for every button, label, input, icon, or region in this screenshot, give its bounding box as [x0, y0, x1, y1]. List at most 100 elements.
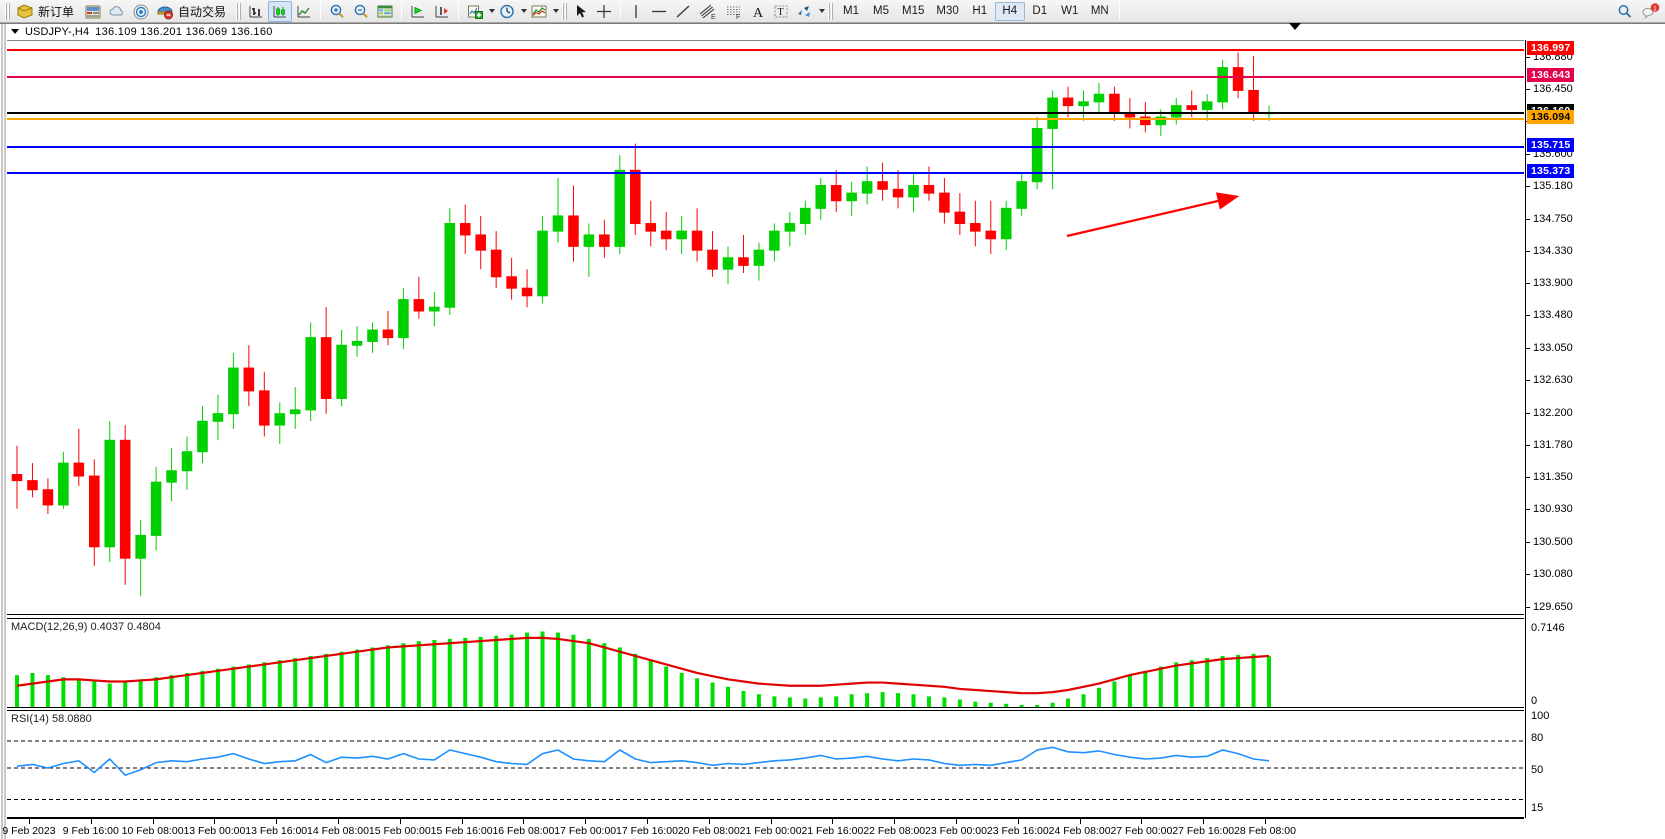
- time-tick: [585, 819, 587, 824]
- cursor-tool-button[interactable]: [570, 1, 592, 22]
- price-tick: 134.330: [1526, 245, 1573, 257]
- chart-ohlc-label: 136.109 136.201 136.069 136.160: [95, 25, 273, 38]
- shapes-arrows-tool-button[interactable]: [793, 1, 817, 22]
- time-tick: [523, 819, 525, 824]
- period-caret-icon[interactable]: [521, 9, 528, 13]
- chart-window: USDJPY-,H4 136.109 136.201 136.069 136.1…: [0, 23, 1665, 839]
- toolbar-grip-4[interactable]: [828, 2, 834, 20]
- time-tick: [770, 819, 772, 824]
- macd-scale-zero: 0: [1531, 695, 1538, 707]
- time-tick: [90, 819, 92, 824]
- time-label: 22 Feb 08:00: [863, 825, 926, 837]
- price-level-badge[interactable]: 136.997: [1527, 40, 1575, 55]
- chart-autoscroll-button[interactable]: [430, 1, 454, 22]
- rsi-series: [7, 740, 1524, 800]
- level-line-135-715[interactable]: [7, 146, 1524, 149]
- time-label: 17 Feb 00:00: [554, 825, 617, 837]
- chart-top-marker-icon: [1289, 23, 1301, 30]
- timeframe-mn[interactable]: MN: [1090, 5, 1109, 17]
- signals-radar-button[interactable]: [129, 1, 153, 22]
- trend-line-tool-button[interactable]: [671, 1, 695, 22]
- bar-chart-button[interactable]: [244, 1, 268, 22]
- level-line-136-160[interactable]: [7, 112, 1524, 115]
- toolbar-grip-3[interactable]: [562, 2, 568, 20]
- cloud-sync-button[interactable]: [105, 1, 129, 22]
- horizontal-line-tool-button[interactable]: [647, 1, 671, 22]
- level-line-136-997[interactable]: [7, 48, 1524, 51]
- timeframe-d1[interactable]: D1: [1032, 5, 1048, 17]
- new-order-button[interactable]: 新订单: [13, 1, 81, 22]
- level-line-136-094[interactable]: [7, 117, 1524, 120]
- rsi-tick: 100: [1531, 710, 1550, 722]
- toolbar-separator-4: [620, 2, 622, 20]
- price-tick: 133.900: [1526, 277, 1573, 289]
- search-icon[interactable]: [1613, 1, 1637, 22]
- toolbar-grip-2[interactable]: [236, 2, 242, 20]
- timeframe-h1[interactable]: H1: [972, 5, 988, 17]
- time-label: 15 Feb 00:00: [368, 825, 431, 837]
- price-level-badge[interactable]: 135.715: [1527, 138, 1575, 153]
- add-indicator-button[interactable]: [463, 1, 487, 22]
- market-watch-button[interactable]: [81, 1, 105, 22]
- price-tick: 129.650: [1526, 601, 1573, 613]
- price-level-badge[interactable]: 136.643: [1527, 67, 1575, 82]
- chart-shift-button[interactable]: [406, 1, 430, 22]
- timeframe-m15[interactable]: M15: [902, 5, 925, 17]
- timeframe-w1[interactable]: W1: [1061, 5, 1079, 17]
- notification-count: 1: [1653, 5, 1657, 12]
- time-tick: [1203, 819, 1205, 824]
- zoom-in-button[interactable]: [325, 1, 349, 22]
- time-label: 23 Feb 00:00: [925, 825, 987, 837]
- add-indicator-caret-icon[interactable]: [489, 9, 496, 13]
- level-line-135-373[interactable]: [7, 172, 1524, 175]
- time-tick: [276, 819, 278, 824]
- time-tick: [1079, 819, 1081, 824]
- chart-left-gutter: [0, 24, 7, 839]
- time-tick: [1141, 819, 1143, 824]
- price-tick: 134.750: [1526, 213, 1573, 225]
- toolbar-separator-1: [320, 2, 322, 20]
- chart-symbol-label: USDJPY-,H4: [25, 25, 90, 38]
- level-line-136-643[interactable]: [7, 75, 1524, 78]
- timeframe-m1[interactable]: M1: [843, 5, 860, 17]
- rsi-pane[interactable]: RSI(14) 58.0880: [7, 710, 1524, 818]
- templates-caret-icon[interactable]: [553, 9, 560, 13]
- timeframe-m30[interactable]: M30: [936, 5, 959, 17]
- templates-button[interactable]: [527, 1, 551, 22]
- time-label: 17 Feb 16:00: [616, 825, 678, 837]
- line-chart-button[interactable]: [292, 1, 316, 22]
- new-order-label: 新订单: [38, 4, 75, 19]
- rsi-tick: 15: [1531, 801, 1544, 814]
- data-window-button[interactable]: [373, 1, 397, 22]
- text-label-tool-button[interactable]: T: [769, 1, 793, 22]
- notifications-icon[interactable]: 1: [1637, 1, 1663, 22]
- time-label: 14 Feb 08:00: [307, 825, 369, 837]
- time-label: 15 Feb 16:00: [430, 825, 493, 837]
- shapes-caret-icon[interactable]: [819, 9, 826, 13]
- price-tick: 131.350: [1526, 471, 1573, 483]
- auto-trading-button[interactable]: 自动交易: [153, 1, 233, 22]
- toolbar-grip[interactable]: [5, 2, 10, 20]
- time-label: 28 Feb 08:00: [1234, 825, 1296, 837]
- chart-collapse-triangle-icon[interactable]: [11, 29, 19, 34]
- macd-pane[interactable]: MACD(12,26,9) 0.4037 0.4804: [7, 618, 1524, 708]
- time-axis[interactable]: 9 Feb 2023 9 Feb 16:00 10 Feb 08:00 13 Feb …: [2, 818, 1524, 839]
- time-tick: [708, 819, 710, 824]
- crosshair-tool-button[interactable]: [592, 1, 616, 22]
- time-tick: [894, 819, 896, 824]
- period-separator-button[interactable]: [495, 1, 519, 22]
- equidistant-channel-tool-button[interactable]: E: [695, 1, 721, 22]
- candlestick-chart-button[interactable]: [268, 0, 293, 22]
- price-level-badge[interactable]: 136.094: [1527, 109, 1575, 124]
- svg-text:T: T: [778, 7, 784, 18]
- price-axis[interactable]: 136.880136.450136.030135.600135.180134.7…: [1525, 40, 1665, 818]
- text-tool-button[interactable]: A: [747, 1, 769, 22]
- price-level-badge[interactable]: 135.373: [1527, 164, 1575, 179]
- timeframe-m5[interactable]: M5: [873, 5, 890, 17]
- timeframe-h4[interactable]: H4: [994, 1, 1025, 21]
- vertical-line-tool-button[interactable]: [625, 1, 647, 22]
- trend-arrow-annotation[interactable]: [7, 41, 1524, 616]
- zoom-out-button[interactable]: [349, 1, 373, 22]
- fibonacci-tool-button[interactable]: F: [721, 1, 747, 22]
- price-pane[interactable]: [7, 40, 1524, 615]
